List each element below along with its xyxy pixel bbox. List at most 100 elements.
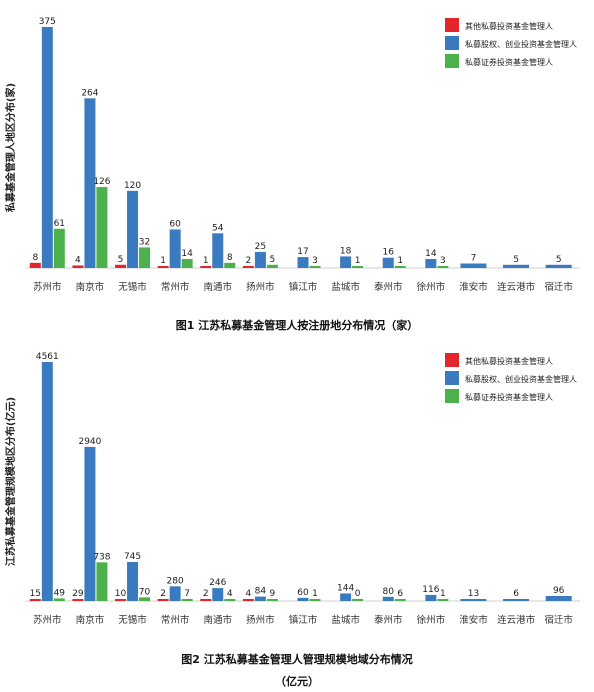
data-label: 738 — [93, 552, 110, 562]
x-tick-label: 淮安市 — [459, 614, 488, 626]
data-label: 6 — [513, 589, 519, 599]
bar — [181, 259, 193, 268]
bar — [169, 229, 181, 268]
data-label: 2 — [203, 589, 209, 599]
data-label: 25 — [255, 242, 266, 252]
bar — [29, 262, 41, 268]
x-tick-label: 扬州市 — [246, 614, 275, 626]
data-label: 120 — [124, 181, 141, 191]
bar — [41, 362, 53, 601]
data-label: 49 — [54, 588, 66, 598]
legend-swatch — [445, 54, 459, 68]
x-tick-label: 扬州市 — [246, 281, 275, 293]
bar — [340, 256, 352, 268]
chart-1-svg: 私募基金管理人地区分布(家)苏州市837561南京市4264126无锡市5120… — [4, 17, 580, 293]
data-label: 144 — [337, 583, 354, 593]
data-label: 375 — [39, 17, 56, 27]
data-label: 10 — [115, 589, 127, 599]
bar — [115, 599, 127, 601]
data-label: 14 — [181, 249, 193, 259]
data-label: 3 — [312, 256, 318, 266]
data-label: 18 — [340, 246, 352, 256]
bar — [394, 599, 406, 601]
data-label: 32 — [139, 237, 150, 247]
x-tick-label: 盐城市 — [331, 614, 360, 626]
data-label: 13 — [468, 589, 479, 599]
bar — [352, 599, 364, 601]
bar — [382, 596, 394, 601]
bar — [157, 599, 169, 601]
x-tick-label: 苏州市 — [33, 281, 62, 293]
bar — [503, 599, 530, 601]
x-tick-label: 南京市 — [76, 614, 105, 626]
bar — [503, 264, 530, 268]
bar — [242, 266, 254, 268]
bar — [139, 247, 151, 268]
data-label: 60 — [169, 219, 181, 229]
x-tick-label: 宿迁市 — [544, 281, 573, 293]
bar — [460, 599, 487, 601]
bar — [157, 266, 169, 268]
bar — [545, 264, 572, 268]
data-label: 1 — [397, 256, 403, 266]
x-tick-label: 南通市 — [204, 614, 233, 626]
x-tick-label: 苏州市 — [33, 614, 62, 626]
bar — [84, 98, 96, 268]
bar — [266, 264, 278, 268]
x-tick-label: 常州市 — [161, 614, 190, 626]
bar — [96, 187, 108, 268]
bar — [309, 599, 321, 601]
data-label: 8 — [227, 253, 233, 263]
data-label: 745 — [124, 552, 141, 562]
bar — [200, 599, 212, 601]
legend-label: 私募股权、创业投资基金管理人 — [465, 374, 577, 384]
x-tick-label: 无锡市 — [118, 614, 147, 626]
data-label: 7 — [184, 589, 190, 599]
x-tick-label: 泰州市 — [374, 281, 403, 293]
x-tick-label: 徐州市 — [417, 614, 446, 626]
data-label: 14 — [425, 249, 437, 259]
figure-2-caption: 图2 江苏私募基金管理人管理规模地域分布情况 — [181, 653, 413, 666]
bar — [382, 257, 394, 268]
data-label: 84 — [255, 587, 267, 597]
x-tick-label: 南通市 — [204, 281, 233, 293]
x-tick-label: 连云港市 — [497, 614, 536, 626]
legend-label: 其他私募投资基金管理人 — [465, 21, 553, 31]
data-label: 5 — [556, 255, 562, 265]
bar — [127, 561, 139, 601]
x-tick-label: 常州市 — [161, 281, 190, 293]
data-label: 2 — [246, 256, 252, 266]
x-tick-label: 连云港市 — [497, 281, 536, 293]
data-label: 29 — [72, 589, 84, 599]
bar — [224, 262, 236, 268]
bar — [53, 228, 65, 268]
x-tick-label: 淮安市 — [459, 281, 488, 293]
bar — [127, 190, 139, 268]
data-label: 116 — [422, 585, 439, 595]
x-tick-label: 镇江市 — [289, 281, 318, 293]
bar — [545, 595, 572, 601]
bar — [242, 599, 254, 601]
data-label: 6 — [397, 589, 403, 599]
x-tick-label: 无锡市 — [118, 281, 147, 293]
data-label: 96 — [553, 586, 565, 596]
chart-registration-distribution: 私募基金管理人地区分布(家) 苏州市 8 375 61 南京市 4 264 126 无锡市 5 120… — [0, 0, 594, 335]
chart-2-svg: 江苏私募基金管理规模地区分布(亿元)苏州市15456149南京市29294073… — [4, 352, 580, 626]
bar — [72, 265, 84, 268]
figure-2-caption-unit: （亿元） — [275, 675, 319, 688]
bar — [297, 257, 309, 268]
bar — [181, 599, 193, 601]
legend-label: 私募股权、创业投资基金管理人 — [465, 39, 577, 49]
bar — [224, 599, 236, 601]
legend-swatch — [445, 18, 459, 32]
bar — [437, 599, 449, 601]
x-tick-label: 南京市 — [76, 281, 105, 293]
bar — [394, 266, 406, 268]
data-label: 16 — [383, 248, 395, 258]
data-label: 4 — [75, 255, 81, 265]
bar — [53, 598, 65, 601]
x-tick-label: 泰州市 — [374, 614, 403, 626]
data-label: 280 — [167, 576, 184, 586]
data-label: 60 — [297, 588, 309, 598]
data-label: 246 — [209, 578, 226, 588]
